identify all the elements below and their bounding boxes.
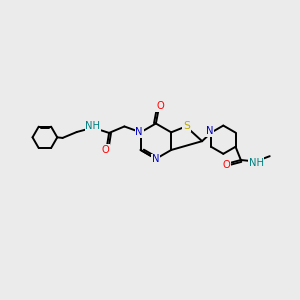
- Text: O: O: [102, 145, 110, 155]
- Text: O: O: [156, 101, 164, 111]
- Text: N: N: [206, 126, 214, 136]
- Text: N: N: [135, 127, 143, 137]
- Text: S: S: [183, 121, 190, 131]
- Text: NH: NH: [85, 121, 100, 131]
- Text: NH: NH: [249, 158, 264, 168]
- Text: O: O: [223, 160, 230, 170]
- Text: N: N: [152, 154, 160, 164]
